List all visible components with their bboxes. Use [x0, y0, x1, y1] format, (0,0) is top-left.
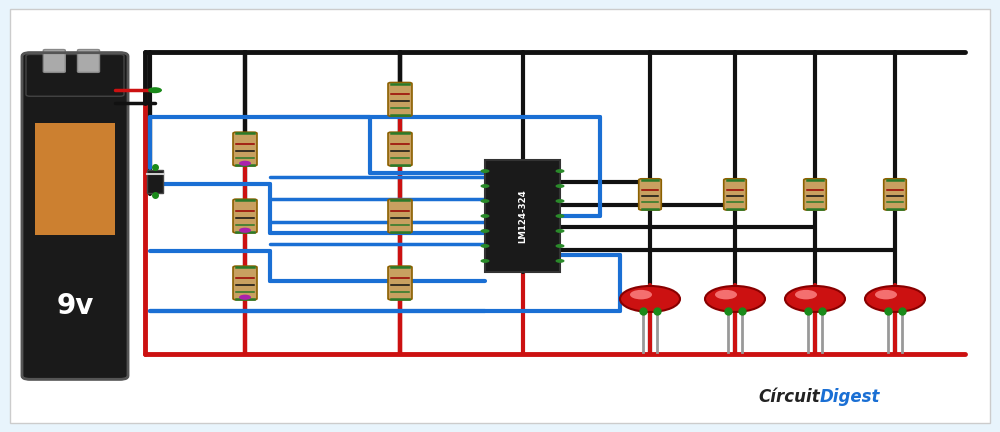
FancyBboxPatch shape — [233, 132, 257, 166]
Circle shape — [865, 286, 925, 312]
FancyBboxPatch shape — [388, 83, 412, 116]
Text: Digest: Digest — [820, 388, 881, 406]
Circle shape — [555, 184, 564, 188]
Circle shape — [480, 199, 490, 203]
Circle shape — [715, 290, 737, 299]
FancyBboxPatch shape — [884, 179, 906, 210]
FancyBboxPatch shape — [388, 132, 412, 166]
FancyBboxPatch shape — [26, 54, 124, 96]
Circle shape — [480, 229, 490, 233]
Circle shape — [480, 244, 490, 248]
Circle shape — [555, 214, 564, 218]
Text: 9v: 9v — [56, 292, 94, 320]
FancyBboxPatch shape — [78, 50, 100, 73]
Circle shape — [239, 228, 251, 233]
FancyBboxPatch shape — [43, 50, 65, 73]
Bar — [35, 123, 115, 235]
FancyBboxPatch shape — [233, 199, 257, 233]
FancyBboxPatch shape — [388, 266, 412, 300]
FancyBboxPatch shape — [22, 53, 128, 379]
Bar — [147, 169, 163, 194]
Circle shape — [239, 161, 251, 166]
Circle shape — [875, 290, 897, 299]
Circle shape — [555, 244, 564, 248]
Circle shape — [480, 214, 490, 218]
Circle shape — [480, 184, 490, 188]
Circle shape — [785, 286, 845, 312]
Circle shape — [555, 199, 564, 203]
FancyBboxPatch shape — [724, 179, 746, 210]
Circle shape — [795, 290, 817, 299]
Circle shape — [239, 295, 251, 300]
Circle shape — [148, 87, 162, 93]
FancyBboxPatch shape — [639, 179, 661, 210]
FancyBboxPatch shape — [804, 179, 826, 210]
Circle shape — [705, 286, 765, 312]
Circle shape — [480, 169, 490, 173]
Circle shape — [555, 259, 564, 263]
Circle shape — [555, 229, 564, 233]
Circle shape — [480, 259, 490, 263]
Bar — [485, 160, 560, 272]
Text: Círcuit: Círcuit — [758, 388, 820, 406]
FancyBboxPatch shape — [233, 266, 257, 300]
Circle shape — [630, 290, 652, 299]
Text: LM124-324: LM124-324 — [518, 189, 527, 243]
Circle shape — [555, 169, 564, 173]
FancyBboxPatch shape — [388, 199, 412, 233]
Circle shape — [620, 286, 680, 312]
